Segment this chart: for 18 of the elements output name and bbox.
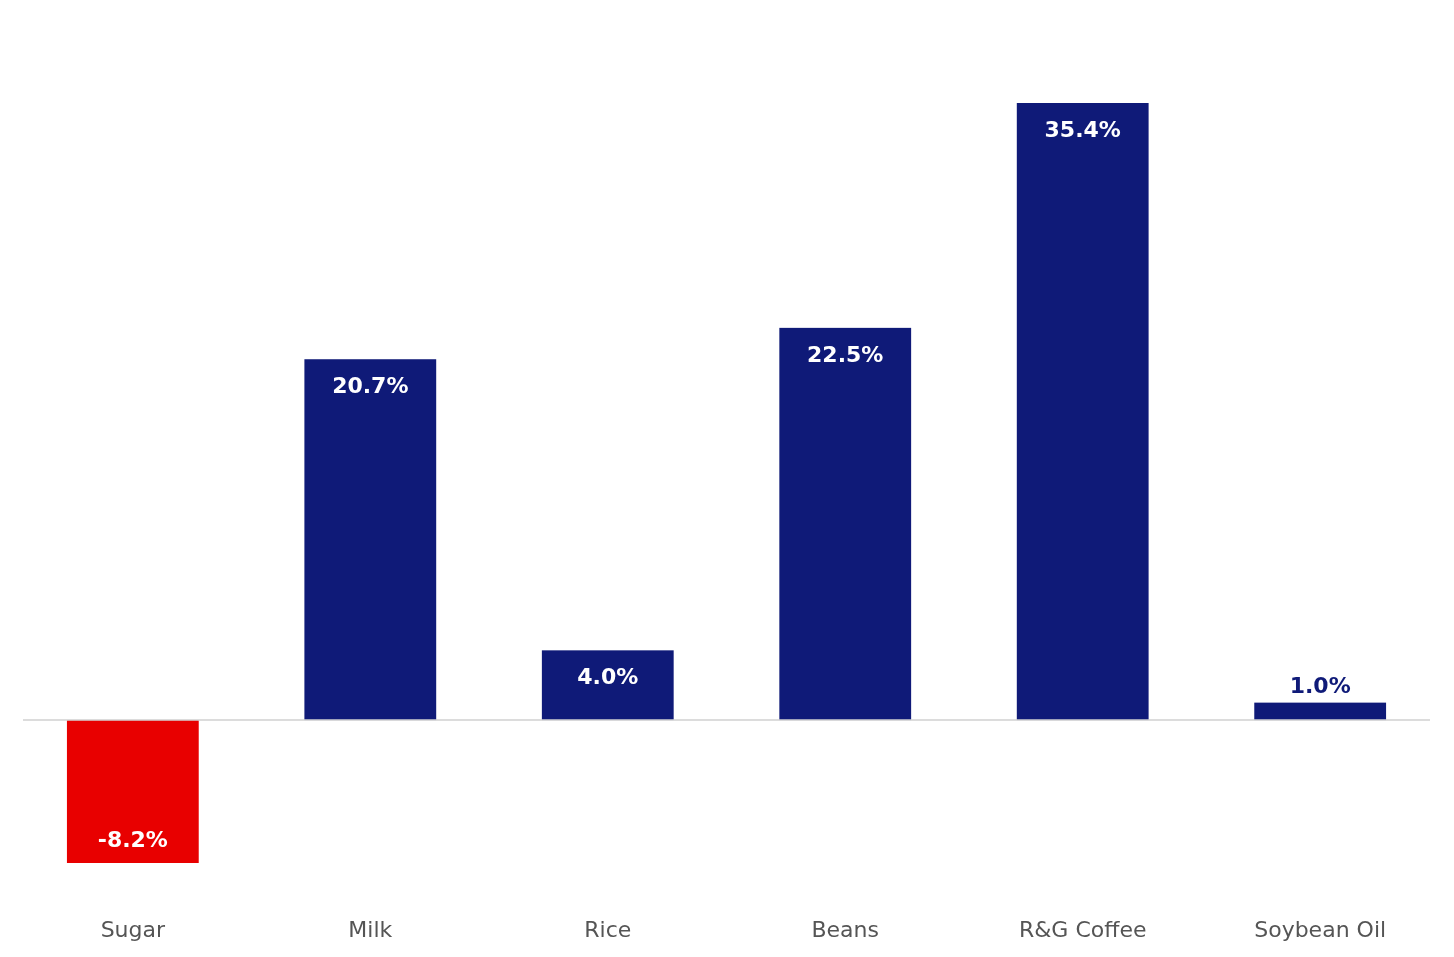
x-tick-label: R&G Coffee xyxy=(1018,917,1147,942)
bar xyxy=(779,327,912,721)
bar xyxy=(1254,702,1387,721)
bar xyxy=(66,720,199,863)
x-tick-label: Rice xyxy=(584,917,632,942)
bar xyxy=(541,650,674,721)
bar xyxy=(304,359,437,721)
data-label: 35.4% xyxy=(1044,117,1121,142)
bar xyxy=(1016,103,1149,721)
x-tick-label: Milk xyxy=(348,917,393,942)
data-label: 22.5% xyxy=(807,341,884,367)
x-tick-label: Beans xyxy=(811,917,879,942)
x-tick-label: Sugar xyxy=(100,917,166,942)
data-label: -8.2% xyxy=(97,827,168,852)
data-label: 4.0% xyxy=(577,664,639,690)
data-label: 20.7% xyxy=(332,373,409,399)
x-tick-label: Soybean Oil xyxy=(1254,917,1387,942)
data-label: 1.0% xyxy=(1289,672,1351,698)
